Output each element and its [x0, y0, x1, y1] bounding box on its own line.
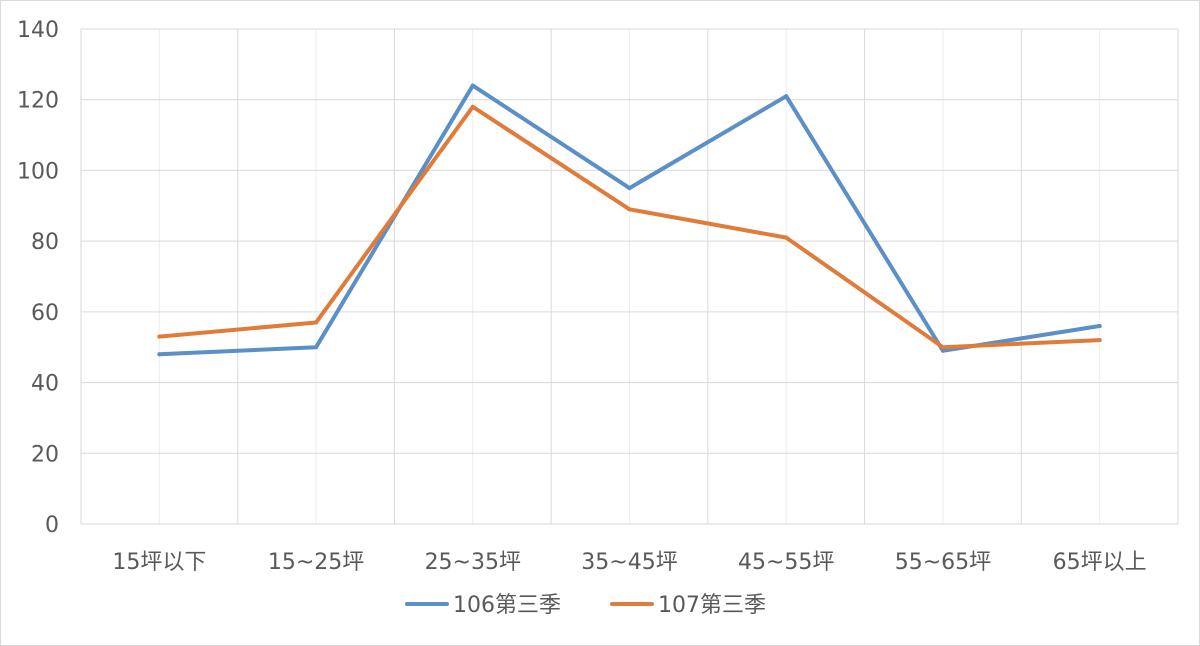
x-axis-ticks: 15坪以下 15~25坪 25~35坪 35~45坪 45~55坪 55~65坪 65坪以上 [112, 550, 1146, 575]
data-point [470, 104, 475, 109]
x-tick-label: 65坪以上 [1053, 550, 1147, 575]
series-lines [157, 83, 1102, 357]
y-tick-label: 100 [17, 159, 59, 184]
data-point [784, 94, 789, 99]
data-point [627, 186, 632, 191]
data-point [784, 235, 789, 240]
y-tick-label: 140 [17, 18, 59, 43]
x-tick-label: 25~35坪 [425, 550, 521, 575]
data-point [314, 345, 319, 350]
x-tick-label: 35~45坪 [581, 550, 677, 575]
data-point [157, 352, 162, 357]
y-tick-label: 80 [31, 230, 59, 255]
legend-label: 107第三季 [658, 593, 766, 618]
y-tick-label: 120 [17, 89, 59, 114]
y-tick-label: 60 [31, 301, 59, 326]
data-point [470, 83, 475, 88]
data-point [1097, 338, 1102, 343]
data-point [1097, 324, 1102, 328]
data-point [627, 207, 632, 212]
data-point [157, 334, 162, 339]
legend-item-1[interactable]: 106第三季 [405, 593, 561, 618]
y-tick-label: 0 [45, 513, 59, 538]
x-tick-label: 55~65坪 [895, 550, 991, 575]
grid [80, 28, 1179, 525]
legend-label: 106第三季 [453, 593, 561, 618]
legend: 106第三季 107第三季 [405, 593, 766, 618]
y-tick-label: 40 [31, 372, 59, 397]
y-axis-ticks: 0 20 40 60 80 100 120 140 [17, 18, 59, 538]
data-point [314, 320, 319, 325]
y-tick-label: 20 [31, 442, 59, 467]
legend-item-2[interactable]: 107第三季 [610, 593, 766, 618]
data-point [940, 345, 945, 350]
x-tick-label: 45~55坪 [738, 550, 834, 575]
data-point [940, 348, 945, 353]
x-tick-label: 15坪以下 [112, 550, 206, 575]
x-tick-label: 15~25坪 [268, 550, 364, 575]
